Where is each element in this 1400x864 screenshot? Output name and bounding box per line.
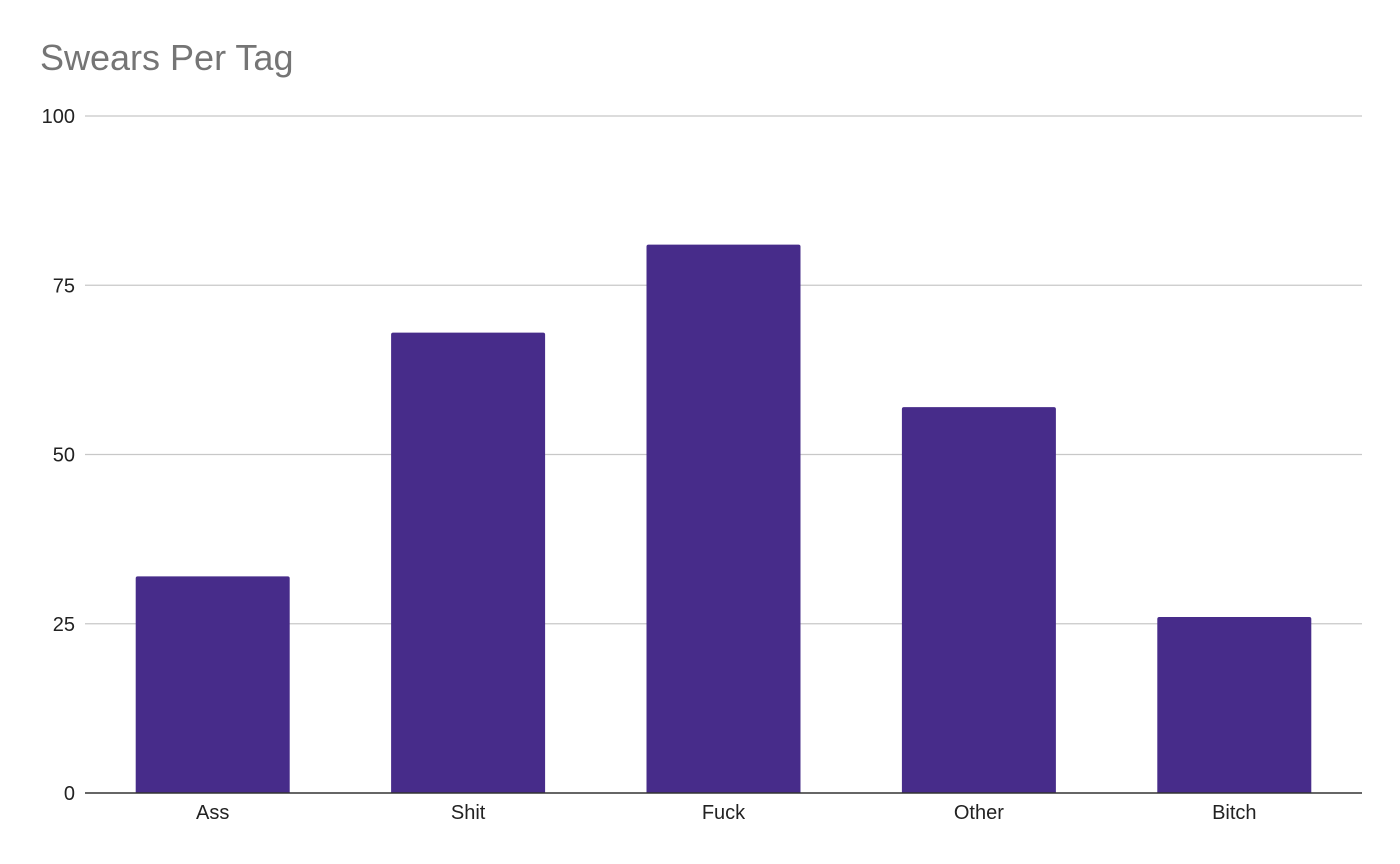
bar-shit [391, 332, 546, 793]
chart-title: Swears Per Tag [40, 37, 294, 78]
bar-fuck [646, 244, 801, 793]
x-tick-label: Fuck [702, 802, 746, 824]
x-tick-label: Bitch [1212, 802, 1256, 824]
y-tick-label: 100 [42, 106, 75, 128]
y-tick-labels: 0 25 50 75 100 [42, 106, 75, 805]
y-tick-label: 25 [53, 614, 75, 636]
x-tick-label: Ass [196, 802, 229, 824]
bar-other [901, 407, 1056, 793]
bar-ass [135, 576, 290, 793]
y-tick-label: 50 [53, 445, 75, 467]
y-tick-label: 0 [64, 783, 75, 805]
x-tick-label: Shit [451, 802, 486, 824]
x-tick-label: Other [954, 802, 1004, 824]
x-tick-labels: Ass Shit Fuck Other Bitch [196, 802, 1257, 824]
bars [135, 244, 1312, 793]
bar-bitch [1157, 616, 1312, 793]
y-tick-label: 75 [53, 275, 75, 297]
